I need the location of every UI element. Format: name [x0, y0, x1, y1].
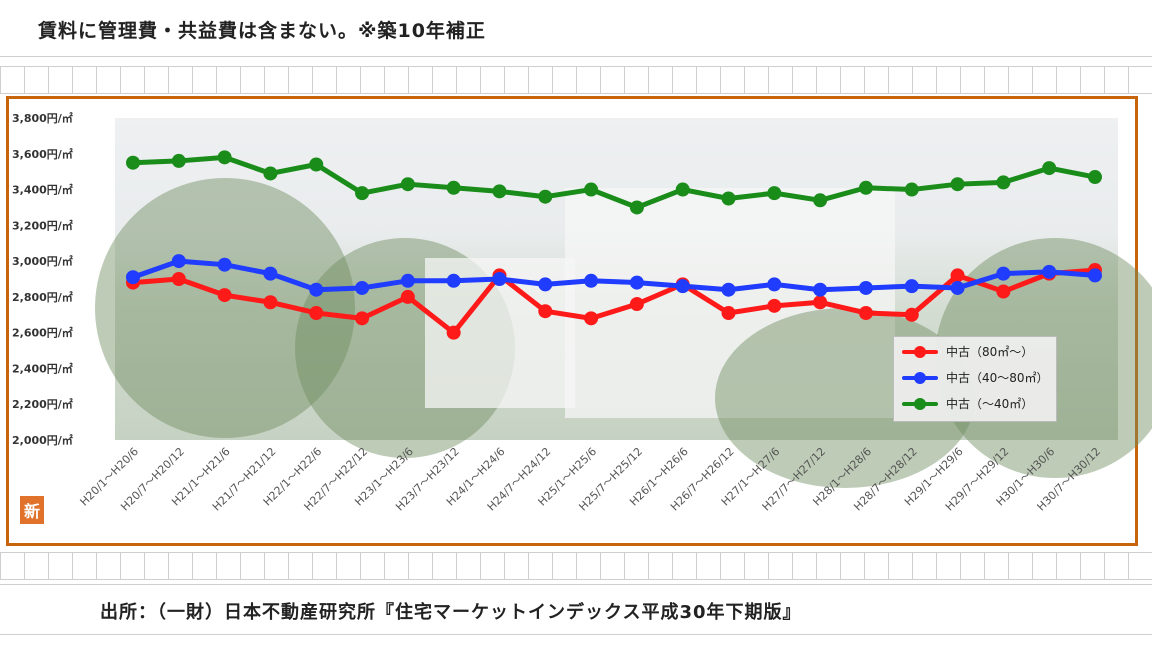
logo-icon: 新: [20, 496, 44, 524]
y-tick-label: 3,200円/㎡: [12, 218, 73, 232]
data-point: [584, 273, 599, 288]
data-point: [171, 153, 186, 168]
data-point: [492, 184, 507, 199]
grid-strip-bottom: [0, 552, 1152, 580]
data-point: [813, 282, 828, 297]
data-point: [263, 166, 278, 181]
data-point: [1042, 161, 1057, 176]
y-tick-label: 2,400円/㎡: [12, 361, 73, 375]
y-axis-ticks: 2,000円/㎡ 2,200円/㎡ 2,400円/㎡ 2,600円/㎡ 2,800円/㎡…: [12, 111, 73, 447]
data-point: [675, 279, 690, 294]
data-point: [217, 150, 232, 165]
data-point: [904, 307, 919, 322]
data-point: [1088, 268, 1102, 283]
data-point: [721, 191, 736, 206]
divider-top: [0, 56, 1152, 57]
data-point: [355, 311, 370, 326]
divider-bottom: [0, 584, 1152, 585]
data-point: [950, 280, 965, 295]
data-point: [217, 288, 232, 303]
y-tick-label: 3,000円/㎡: [12, 254, 73, 268]
data-point: [400, 273, 415, 288]
data-point: [584, 182, 599, 197]
x-axis-ticks: H20/1～H20/6H20/7～H20/12H21/1～H21/6H21/7～…: [78, 445, 1104, 514]
y-tick-label: 3,400円/㎡: [12, 183, 73, 197]
y-tick-label: 3,800円/㎡: [12, 111, 73, 125]
data-point: [538, 277, 553, 292]
data-point: [904, 182, 919, 197]
data-point: [171, 254, 186, 269]
y-tick-label: 2,600円/㎡: [12, 326, 73, 340]
data-point: [813, 193, 828, 208]
data-point: [126, 270, 140, 285]
header-note: 賃料に管理費・共益費は含まない。※築10年補正: [38, 20, 486, 42]
data-point: [950, 268, 965, 283]
data-point: [996, 284, 1011, 299]
data-point: [721, 305, 736, 320]
data-point: [400, 289, 415, 304]
data-point: [309, 282, 324, 297]
data-point: [446, 273, 461, 288]
legend-swatch-red: [902, 346, 938, 358]
y-tick-label: 2,000円/㎡: [12, 433, 73, 447]
legend-label: 中古（～40㎡）: [946, 397, 1034, 411]
data-point: [1042, 264, 1057, 279]
data-point: [263, 295, 278, 310]
data-point: [996, 266, 1011, 281]
data-point: [767, 298, 782, 313]
data-point: [950, 177, 965, 192]
data-point: [217, 257, 232, 272]
data-point: [126, 155, 140, 170]
data-point: [538, 304, 553, 319]
grid-strip-top: [0, 66, 1152, 94]
data-point: [996, 175, 1011, 190]
data-point: [858, 305, 873, 320]
data-point: [263, 266, 278, 281]
legend-swatch-blue: [902, 372, 938, 384]
legend-label: 中古（40～80㎡）: [946, 371, 1049, 385]
legend: 中古（80㎡～） 中古（40～80㎡） 中古（～40㎡）: [893, 336, 1057, 422]
data-point: [446, 180, 461, 195]
data-point: [400, 177, 415, 192]
source-note: 出所：（一財）日本不動産研究所『住宅マーケットインデックス平成30年下期版』: [100, 602, 802, 623]
data-point: [904, 279, 919, 294]
data-point: [171, 272, 186, 286]
divider-footer: [0, 634, 1152, 635]
data-point: [492, 272, 507, 286]
y-tick-label: 3,600円/㎡: [12, 147, 73, 161]
data-point: [309, 157, 324, 172]
data-point: [858, 180, 873, 195]
y-tick-label: 2,200円/㎡: [12, 397, 73, 411]
data-point: [629, 200, 644, 215]
data-point: [721, 282, 736, 297]
data-point: [355, 280, 370, 295]
data-point: [767, 186, 782, 201]
data-point: [629, 275, 644, 290]
data-point: [675, 182, 690, 197]
legend-swatch-green: [902, 398, 938, 410]
data-point: [813, 295, 828, 310]
legend-label: 中古（80㎡～）: [946, 345, 1034, 359]
series-line-2: [132, 154, 1096, 210]
data-point: [309, 305, 324, 320]
data-point: [858, 280, 873, 295]
y-tick-label: 2,800円/㎡: [12, 290, 73, 304]
data-point: [538, 189, 553, 204]
data-point: [446, 325, 461, 340]
data-point: [629, 297, 644, 312]
data-point: [355, 186, 370, 201]
series-line-0: [132, 267, 1096, 336]
data-point: [1088, 170, 1102, 185]
series-line-1: [132, 258, 1096, 293]
data-point: [767, 277, 782, 292]
data-point: [584, 311, 599, 326]
series-lines: [126, 150, 1102, 340]
